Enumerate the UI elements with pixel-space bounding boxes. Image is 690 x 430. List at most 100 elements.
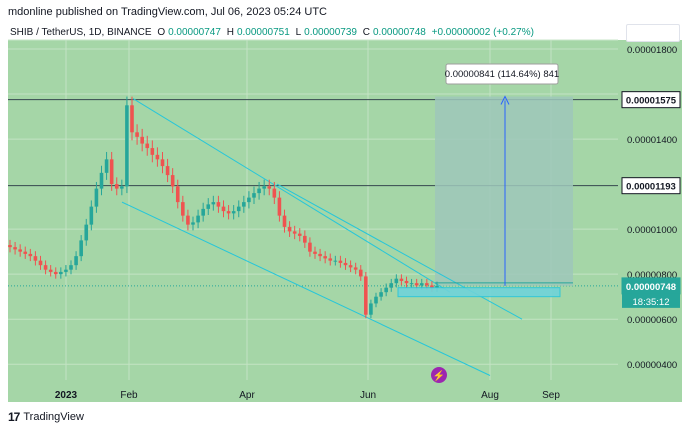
y-tick-label: 0.00000400: [627, 360, 677, 371]
candle-body: [272, 188, 277, 198]
candle-body: [262, 186, 266, 189]
high-label: H: [226, 27, 234, 38]
candle-body: [211, 202, 216, 205]
candle-body: [308, 242, 312, 252]
candle-body: [257, 188, 261, 194]
low-value: 0.00000739: [304, 27, 357, 38]
candle-body: [125, 105, 129, 187]
candle-body: [201, 208, 205, 216]
candle-body: [247, 197, 251, 203]
candle-body: [318, 253, 322, 257]
candle-body: [140, 136, 144, 144]
candle-body: [13, 247, 17, 250]
countdown-label: 18:35:12: [633, 297, 670, 308]
candle-body: [89, 206, 94, 225]
y-tick-label: 0.00000800: [627, 270, 677, 281]
candle-body: [79, 240, 83, 257]
candle-body: [348, 265, 353, 268]
candle-body: [242, 202, 246, 207]
y-tick-label: 0.00001400: [627, 135, 677, 146]
candle-body: [231, 211, 236, 214]
candle-body: [338, 260, 343, 263]
support-zone-box: [397, 287, 561, 298]
candle-body: [53, 271, 58, 275]
candle-body: [84, 224, 89, 241]
candle-body: [374, 296, 378, 304]
candle-body: [282, 215, 287, 227]
candle-body: [74, 256, 78, 266]
candle-body: [399, 278, 404, 281]
candle-body: [48, 269, 53, 272]
candle-body: [277, 197, 282, 216]
candle-body: [419, 283, 424, 286]
measure-label-box: [445, 63, 559, 85]
candle-body: [364, 276, 368, 315]
y-tick-label: 0.00001000: [627, 225, 677, 236]
candle-body: [43, 265, 48, 270]
candle-body: [59, 271, 63, 275]
candle-body: [389, 283, 394, 288]
candle-body: [69, 265, 73, 270]
candle-body: [170, 175, 175, 187]
candle-body: [99, 172, 104, 189]
candle-body: [297, 233, 302, 236]
x-tick-label: 2023: [55, 390, 78, 401]
price-scale-label-box: [621, 177, 681, 195]
x-tick-label: Apr: [239, 390, 255, 401]
candle-body: [414, 283, 419, 286]
published-caption: mdonline published on TradingView.com, J…: [8, 6, 327, 18]
candle-body: [333, 260, 338, 262]
x-tick-label: Sep: [542, 390, 560, 401]
x-tick-label: Jun: [360, 390, 376, 401]
candle-body: [379, 292, 383, 297]
candle-body: [160, 159, 165, 167]
candle-body: [114, 184, 119, 189]
candle-body: [287, 226, 292, 232]
candle-body: [303, 235, 307, 243]
symbol-name: SHIB / TetherUS, 1D, BINANCE: [10, 27, 152, 38]
time-scale-background: [8, 380, 682, 402]
candle-body: [109, 159, 114, 185]
candle-body: [175, 186, 180, 203]
y-tick-label: 0.00000600: [627, 315, 677, 326]
top-right-widget[interactable]: [626, 24, 680, 42]
candle-body: [221, 206, 226, 212]
candle-body: [18, 249, 22, 252]
candle-body: [135, 132, 139, 137]
measure-label-text: 0.00000841 (114.64%) 841: [445, 69, 559, 80]
candle-body: [384, 287, 388, 293]
candle-body: [165, 166, 170, 176]
candle-body: [181, 202, 185, 216]
candle-body: [252, 193, 256, 198]
open-value: 0.00000747: [168, 27, 221, 38]
candle-body: [409, 283, 414, 285]
candle-body: [425, 283, 429, 286]
candle-body: [236, 206, 241, 212]
close-label: C: [362, 27, 370, 38]
brand-name: TradingView: [23, 411, 84, 423]
measure-arrow-head-icon: [500, 95, 510, 105]
target-range-box: [435, 96, 573, 286]
candle-body: [23, 251, 28, 254]
candle-body: [394, 278, 399, 284]
candle-body: [267, 186, 272, 189]
channel-lower-line: [121, 201, 491, 376]
candle-body: [323, 256, 327, 259]
candle-body: [120, 186, 124, 189]
price-scale-label: 0.00001193: [626, 182, 676, 193]
symbol-legend: SHIB / TetherUS, 1D, BINANCE O 0.00000747…: [10, 27, 537, 38]
candle-body: [216, 202, 221, 207]
candle-body: [145, 143, 150, 149]
price-scale-label: 0.00000748: [626, 282, 676, 293]
price-scale-label: 0.00001575: [626, 96, 677, 107]
countdown-box: [622, 293, 680, 308]
high-value: 0.00000751: [236, 27, 290, 38]
candle-body: [64, 269, 68, 272]
candle-body: [313, 251, 317, 254]
price-scale-label-box: [621, 91, 681, 109]
candle-body: [33, 256, 38, 261]
candle-body: [38, 260, 43, 266]
candle-body: [206, 204, 211, 209]
